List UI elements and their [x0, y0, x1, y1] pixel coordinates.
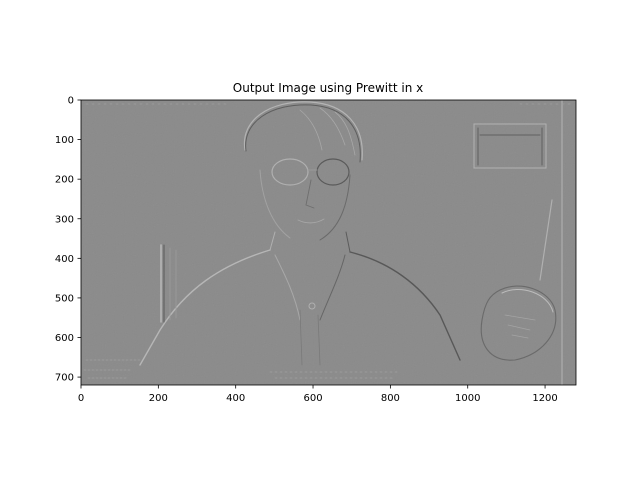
face-left: [259, 169, 291, 239]
head-edge-dark: [245, 104, 361, 163]
y-tick-label: 300: [55, 214, 74, 225]
face-right: [319, 174, 351, 241]
chart-title: Output Image using Prewitt in x: [233, 81, 423, 95]
y-tick-label: 400: [55, 254, 74, 265]
guitar-body-light: [501, 289, 554, 313]
neck-left: [269, 231, 276, 251]
y-tick-label: 0: [68, 96, 74, 107]
guitar-body: [480, 285, 557, 361]
bottom-overlay-left: [83, 359, 141, 379]
shoulder-right: [349, 251, 461, 361]
head-edge-light: [243, 101, 363, 161]
y-axis: 0 100 200 300 400 500 600 700: [55, 96, 81, 384]
axes-frame: [80, 99, 577, 386]
edge-features: [83, 100, 573, 385]
collar-left: [274, 254, 301, 321]
glasses-right: [316, 158, 350, 186]
guitar-detail: [504, 314, 536, 339]
y-tick-label: 100: [55, 135, 74, 146]
pole-2: [169, 247, 177, 321]
guitar-neck: [539, 199, 553, 281]
x-tick-label: 0: [78, 393, 84, 404]
x-tick-label: 400: [226, 393, 245, 404]
shelf-frame: [473, 123, 547, 169]
glasses-left: [271, 158, 309, 186]
x-tick-label: 600: [303, 393, 322, 404]
neck-right: [345, 231, 351, 253]
x-tick-label: 1000: [455, 393, 480, 404]
shoulder-left: [139, 249, 271, 366]
shirt-fold: [299, 309, 321, 366]
nose: [305, 179, 315, 209]
mouth: [297, 218, 325, 224]
y-tick-label: 700: [55, 373, 74, 384]
button: [308, 302, 316, 310]
y-tick-label: 200: [55, 175, 74, 186]
x-tick-label: 800: [381, 393, 400, 404]
y-tick-label: 500: [55, 293, 74, 304]
x-axis: 0 200 400 600 800 1000 1200: [78, 385, 558, 404]
x-tick-label: 200: [149, 393, 168, 404]
y-tick-label: 600: [55, 333, 74, 344]
image-noise: [81, 100, 576, 385]
x-tick-label: 1200: [532, 393, 557, 404]
shelf-inner: [477, 127, 543, 166]
hair-strands: [299, 107, 356, 156]
plot-area: [81, 100, 576, 385]
collar-right: [319, 254, 346, 321]
bottom-overlay-mid: [269, 371, 401, 379]
